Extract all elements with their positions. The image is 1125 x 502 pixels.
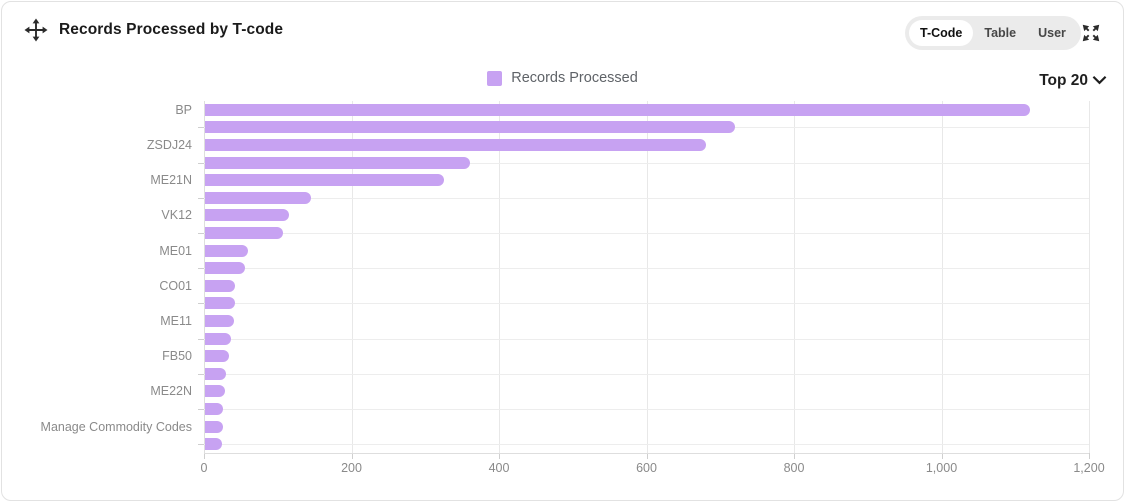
x-axis-line <box>204 453 1089 454</box>
bar[interactable] <box>205 156 470 169</box>
gridline-horizontal <box>204 233 1089 234</box>
y-axis-label: Manage Commodity Codes <box>40 419 192 434</box>
y-tick-mark <box>198 162 204 164</box>
expand-icon[interactable] <box>1079 22 1103 46</box>
x-tick-mark <box>941 453 943 459</box>
legend: Records Processed <box>2 66 1123 90</box>
legend-swatch <box>487 70 503 86</box>
bar[interactable] <box>205 174 444 187</box>
bar[interactable] <box>205 209 289 222</box>
top-n-label: Top 20 <box>1039 72 1088 89</box>
x-tick-label: 1,200 <box>1073 461 1105 475</box>
legend-item-records-processed[interactable]: Records Processed <box>487 70 638 86</box>
view-toggle: T-Code Table User <box>905 16 1081 50</box>
gridline-horizontal <box>204 338 1089 340</box>
y-axis-label: CO01 <box>159 278 192 293</box>
x-tick-mark <box>794 453 795 459</box>
toggle-option-tcode[interactable]: T-Code <box>909 20 974 46</box>
bar[interactable] <box>205 403 224 415</box>
gridline-vertical <box>351 101 353 453</box>
widget-title: Records Processed by T-code <box>59 21 284 38</box>
gridline-horizontal <box>204 303 1089 305</box>
bar[interactable] <box>205 103 1030 116</box>
x-tick-label: 400 <box>488 461 510 475</box>
bar[interactable] <box>205 262 245 275</box>
x-tick-label: 200 <box>341 461 362 475</box>
gridline-vertical <box>1089 101 1090 453</box>
y-tick-mark <box>198 127 204 129</box>
gridline-horizontal <box>204 444 1089 446</box>
y-axis-label: ZSDJ24 <box>146 138 192 152</box>
bar[interactable] <box>205 332 231 345</box>
y-axis-label: FB50 <box>162 349 192 364</box>
y-tick-mark <box>198 233 204 234</box>
bar[interactable] <box>205 227 283 239</box>
gridline-horizontal <box>204 373 1089 375</box>
legend-label: Records Processed <box>511 70 638 86</box>
bar[interactable] <box>205 438 222 451</box>
gridline-horizontal <box>204 409 1089 410</box>
y-axis-label: ME01 <box>159 243 192 258</box>
y-axis-label: BP <box>175 102 192 117</box>
bar[interactable] <box>205 139 706 151</box>
x-tick-label: 800 <box>783 461 805 475</box>
top-n-dropdown[interactable]: Top 20 <box>1039 72 1107 90</box>
gridline-horizontal <box>204 268 1089 270</box>
gridline-vertical <box>646 101 648 453</box>
bar[interactable] <box>205 297 235 310</box>
y-axis-label: VK12 <box>161 208 192 223</box>
gridline-vertical <box>499 101 500 453</box>
x-tick-mark <box>1089 453 1090 459</box>
gridline-horizontal <box>204 197 1089 199</box>
widget-header: Records Processed by T-code T-Code Table… <box>2 2 1123 58</box>
y-tick-mark <box>198 444 204 446</box>
gridline-vertical <box>941 101 943 453</box>
chevron-down-icon <box>1092 72 1107 90</box>
x-tick-label: 600 <box>636 461 657 475</box>
toggle-option-table[interactable]: Table <box>973 20 1027 46</box>
bar[interactable] <box>205 315 234 327</box>
y-tick-mark <box>198 373 204 375</box>
y-tick-mark <box>198 409 204 410</box>
y-axis-line <box>204 101 205 453</box>
x-tick-mark <box>499 453 500 459</box>
move-icon[interactable] <box>24 18 48 42</box>
bar[interactable] <box>205 420 224 433</box>
y-axis-label: ME22N <box>150 384 192 399</box>
y-axis-label: ME11 <box>160 314 192 328</box>
bar[interactable] <box>205 385 226 398</box>
bar[interactable] <box>205 350 230 363</box>
bar[interactable] <box>205 279 235 292</box>
x-tick-label: 1,000 <box>925 461 958 475</box>
y-tick-mark <box>198 303 204 305</box>
x-tick-label: 0 <box>200 461 208 475</box>
y-axis-label: ME21N <box>150 173 192 188</box>
bar[interactable] <box>205 121 735 134</box>
x-tick-mark <box>351 453 353 459</box>
x-tick-mark <box>646 453 648 459</box>
bar[interactable] <box>205 244 249 257</box>
x-tick-mark <box>204 453 205 459</box>
toggle-option-user[interactable]: User <box>1027 20 1077 46</box>
bar[interactable] <box>205 191 311 204</box>
y-tick-mark <box>198 268 204 270</box>
bar[interactable] <box>205 367 227 380</box>
y-tick-mark <box>198 197 204 199</box>
gridline-vertical <box>794 101 795 453</box>
y-tick-mark <box>198 338 204 340</box>
